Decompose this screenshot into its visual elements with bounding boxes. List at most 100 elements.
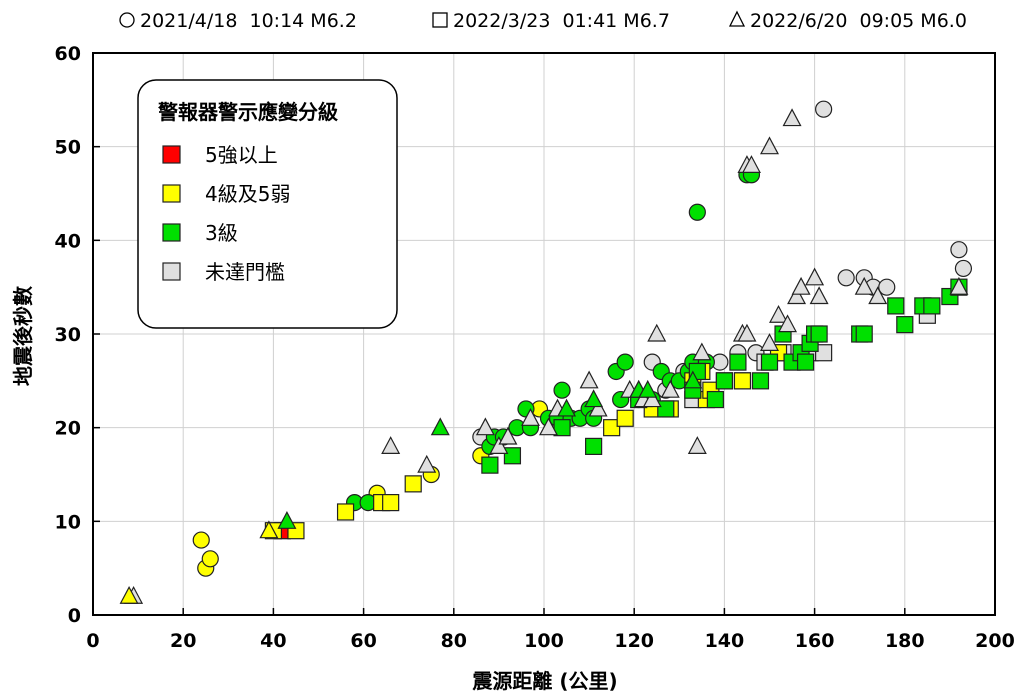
x-tick-label: 180 (885, 630, 925, 652)
triangle-point-gray (787, 286, 807, 305)
triangle-point-gray (588, 398, 608, 417)
triangle-point-green (430, 417, 450, 436)
legend-label-gray: 未達門檻 (205, 260, 285, 284)
circle-point-green (616, 353, 634, 371)
legend-label-yellow: 4級及5弱 (205, 182, 290, 206)
y-tick-label: 40 (55, 230, 81, 252)
legend-swatch-gray (162, 262, 181, 281)
event-circle-icon (119, 12, 135, 28)
triangle-point-gray (687, 436, 707, 454)
circle-point-gray (954, 259, 973, 278)
triangle-point-gray (782, 108, 802, 127)
legend-label-red: 5強以上 (205, 143, 278, 167)
legend-label-green: 3級 (205, 221, 238, 245)
event-label: 2022/6/20 09:05 M6.0 (750, 10, 967, 32)
x-tick-label: 40 (260, 630, 286, 652)
circle-point-yellow (192, 531, 210, 549)
y-tick-label: 0 (68, 605, 81, 627)
square-point-yellow (336, 503, 355, 521)
y-tick-label: 30 (55, 324, 81, 346)
square-point-green (796, 353, 815, 371)
square-point-green (657, 400, 675, 418)
x-tick-label: 200 (975, 630, 1014, 652)
x-tick-label: 80 (441, 630, 467, 652)
triangle-point-gray (642, 389, 662, 408)
square-point-yellow (404, 475, 422, 493)
x-tick-label: 120 (614, 630, 654, 652)
triangle-point-yellow (119, 585, 139, 604)
data-points (119, 100, 973, 604)
event-label: 2022/3/23 01:41 M6.7 (453, 10, 670, 32)
triangle-point-gray (760, 136, 779, 155)
x-tick-label: 20 (170, 630, 196, 652)
legend-box (137, 79, 398, 329)
triangle-point-gray (805, 267, 825, 286)
triangle-point-gray (692, 342, 712, 361)
square-point-gray (815, 344, 833, 362)
circle-point-gray (837, 269, 855, 287)
y-tick-label: 50 (55, 137, 81, 159)
event-triangle-icon (728, 10, 746, 27)
triangle-point-green (683, 370, 703, 389)
legend-title: 警報器警示應變分級 (158, 100, 338, 124)
circle-point-green (553, 381, 571, 399)
triangle-point-green (557, 398, 577, 417)
event-square-icon (432, 12, 448, 28)
square-point-green (887, 297, 905, 315)
triangle-point-yellow (259, 520, 279, 539)
triangle-point-gray (475, 417, 495, 436)
triangle-point-gray (489, 436, 509, 454)
y-tick-label: 20 (55, 418, 81, 440)
triangle-point-gray (769, 304, 789, 323)
square-point-yellow (382, 494, 400, 512)
square-point-green (923, 297, 941, 315)
triangle-point-gray (809, 286, 829, 305)
triangle-point-gray (737, 323, 757, 342)
circle-point-yellow (201, 550, 219, 568)
square-point-green (553, 419, 571, 437)
triangle-point-gray (520, 408, 540, 426)
circle-point-gray (815, 100, 833, 118)
triangle-point-gray (417, 454, 437, 473)
y-tick-label: 60 (55, 43, 81, 65)
triangle-point-gray (660, 379, 680, 398)
triangle-point-gray (760, 333, 779, 351)
triangle-point-gray (498, 426, 518, 445)
triangle-point-gray (778, 314, 798, 333)
square-point-yellow (616, 409, 634, 427)
y-tick-label: 10 (55, 511, 81, 533)
triangle-point-gray (381, 436, 401, 454)
x-tick-label: 60 (350, 630, 376, 652)
square-point-green (503, 447, 522, 465)
x-tick-label: 100 (524, 630, 564, 652)
triangle-point-gray (854, 276, 874, 295)
triangle-point-gray (741, 155, 761, 173)
triangle-point-gray (791, 276, 811, 295)
square-point-green (729, 353, 747, 371)
legend-swatch-red (162, 145, 181, 164)
y-axis-title: 地震後秒數 (11, 286, 35, 386)
triangle-point-green (584, 389, 604, 408)
square-point-green (855, 325, 873, 343)
square-point-green (585, 437, 603, 455)
square-point-green (810, 325, 828, 343)
triangle-point-gray (647, 323, 667, 342)
x-tick-label: 140 (705, 630, 745, 652)
triangle-point-green (638, 379, 658, 398)
triangle-point-gray (579, 370, 599, 389)
square-point-green (706, 390, 724, 409)
legend-swatch-yellow (162, 184, 181, 203)
legend-swatch-green (162, 223, 181, 242)
square-point-green (751, 372, 770, 390)
circle-point-gray (878, 278, 896, 296)
circle-point-green (688, 203, 706, 221)
square-point-yellow (603, 419, 621, 437)
triangle-point-gray (949, 276, 969, 295)
square-point-yellow (733, 372, 752, 390)
x-axis-title: 震源距離 (公里) (472, 669, 617, 693)
triangle-point-green (277, 511, 297, 529)
axis-ticks: 0 20 40 60 80 100 120 140 160 180 200 0 10 20 30 40 50 60 (55, 43, 1014, 652)
square-point-green (760, 353, 779, 371)
x-tick-label: 160 (795, 630, 835, 652)
event-label: 2021/4/18 10:14 M6.2 (140, 10, 357, 32)
